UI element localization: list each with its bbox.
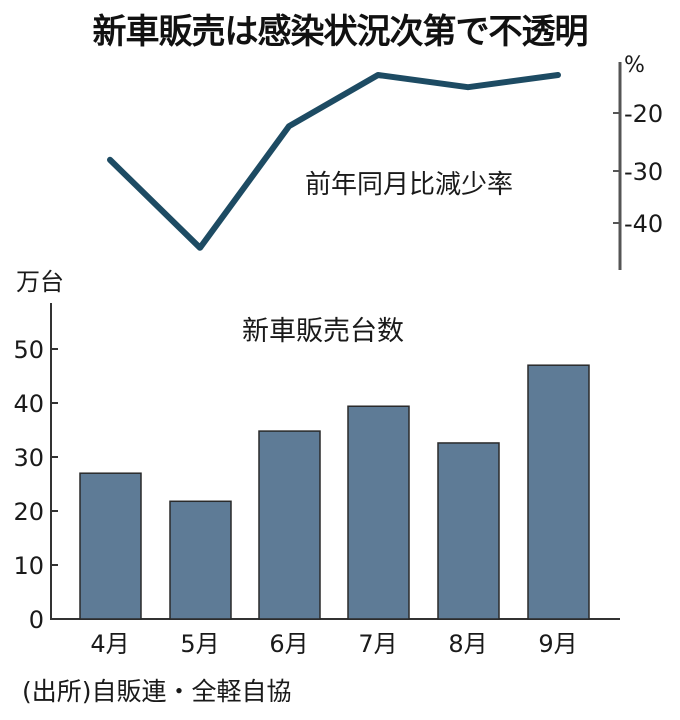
month-label: 5月 (180, 630, 219, 658)
bar-tick-label: 0 (29, 606, 44, 634)
decline-rate-line (107, 72, 561, 251)
bar-unit-label: 万台 (16, 268, 64, 296)
bar-chart: 万台 新車販売台数 0 10 20 30 40 50 4月 5月 6月 7月 8月 9月 (13, 268, 620, 658)
bar (527, 364, 590, 620)
bar (437, 442, 500, 620)
bar (79, 472, 142, 620)
bar-tick-label: 50 (13, 336, 44, 364)
line-tick-label: -20 (624, 100, 663, 128)
line-series-label: 前年同月比減少率 (305, 170, 513, 200)
bar-tick-label: 40 (13, 390, 44, 418)
bar-series-label: 新車販売台数 (242, 316, 404, 347)
month-label: 9月 (538, 630, 577, 658)
month-label: 7月 (358, 630, 397, 658)
month-label: 6月 (269, 630, 308, 658)
chart-title: 新車販売は感染状況次第で不透明 (92, 12, 589, 52)
bar-y-ticks: 0 10 20 30 40 50 (13, 336, 58, 634)
line-tick-label: -30 (624, 158, 663, 186)
bar-tick-label: 10 (13, 552, 44, 580)
x-tick-labels: 4月 5月 6月 7月 8月 9月 (90, 630, 577, 658)
bar-tick-label: 30 (13, 444, 44, 472)
month-label: 8月 (448, 630, 487, 658)
line-chart: % -20 -30 -40 前年同月比減少率 (107, 53, 663, 270)
bar-tick-label: 20 (13, 498, 44, 526)
bar (347, 405, 410, 620)
bar (169, 500, 232, 620)
month-label: 4月 (90, 630, 129, 658)
line-unit-label: % (624, 53, 645, 78)
bar (258, 430, 321, 620)
source-note: (出所)自販連・全軽自協 (22, 677, 292, 706)
bars (79, 364, 590, 620)
line-tick-label: -40 (624, 210, 663, 238)
